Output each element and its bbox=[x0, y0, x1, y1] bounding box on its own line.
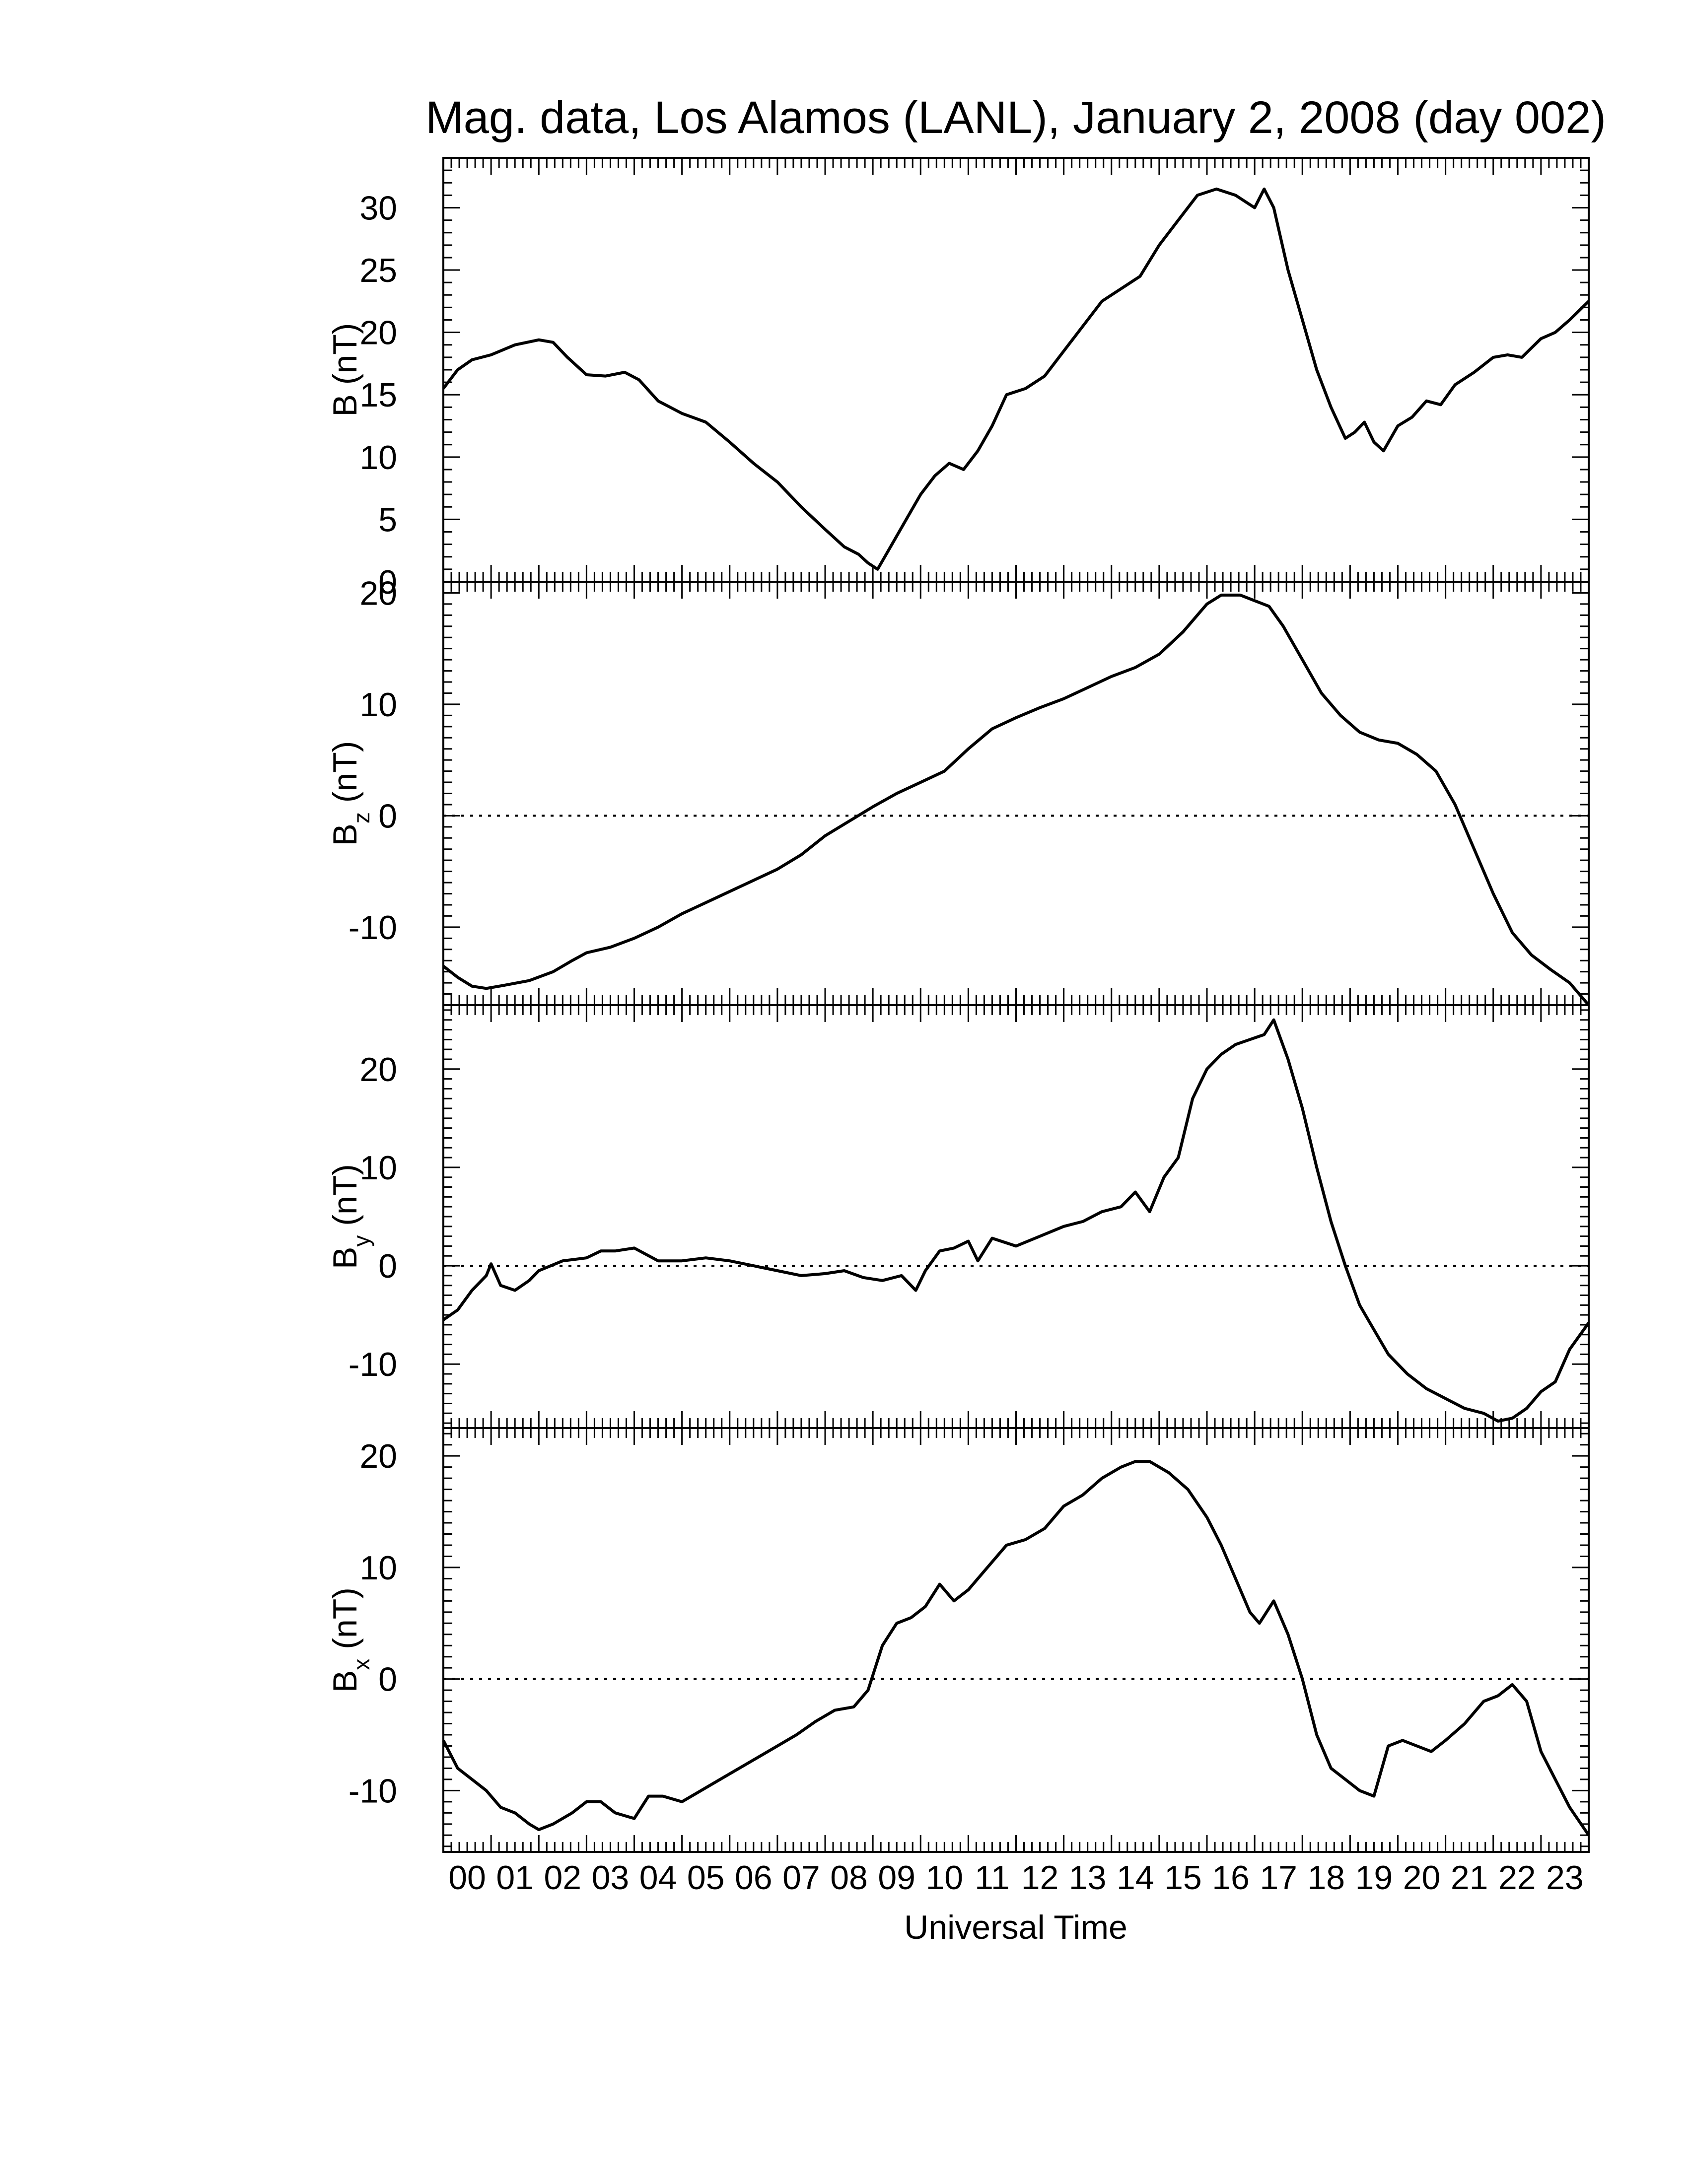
y-tick-label: 0 bbox=[378, 1247, 397, 1285]
x-tick-label: 05 bbox=[687, 1859, 725, 1897]
panel-b: 0 5 10 15 20 25 30 B (nT) bbox=[326, 157, 1590, 601]
x-tick-label: 17 bbox=[1260, 1859, 1297, 1897]
y-tick-label: 0 bbox=[378, 797, 397, 835]
panel-frame bbox=[442, 1004, 1590, 1429]
x-tick-label: 04 bbox=[639, 1859, 677, 1897]
y-axis-label: Bx (nT) bbox=[326, 1587, 374, 1693]
x-tick-label: 03 bbox=[592, 1859, 630, 1897]
x-tick-label: 00 bbox=[448, 1859, 486, 1897]
x-tick-label: 08 bbox=[830, 1859, 868, 1897]
y-tick-label: -10 bbox=[349, 1346, 397, 1383]
y-tick-label: 10 bbox=[359, 1149, 397, 1187]
y-tick-label: 30 bbox=[359, 189, 397, 227]
y-tick-label: -10 bbox=[349, 1772, 397, 1810]
x-tick-label: 23 bbox=[1546, 1859, 1584, 1897]
x-tick-label: 22 bbox=[1498, 1859, 1536, 1897]
x-tick-label: 20 bbox=[1403, 1859, 1441, 1897]
panel-frame bbox=[442, 581, 1590, 1006]
x-axis-label: Universal Time bbox=[904, 1909, 1127, 1946]
x-tick-label: 15 bbox=[1164, 1859, 1202, 1897]
x-tick-label: 21 bbox=[1451, 1859, 1488, 1897]
y-axis-label: By (nT) bbox=[326, 1164, 374, 1269]
panel-by: -10 0 10 20 By (nT) bbox=[326, 1004, 1590, 1429]
x-tick-label: 09 bbox=[878, 1859, 915, 1897]
x-tick-label: 18 bbox=[1307, 1859, 1345, 1897]
series-line-by bbox=[442, 1018, 1590, 1423]
x-tick-label: 12 bbox=[1021, 1859, 1059, 1897]
y-tick-label: 20 bbox=[359, 574, 397, 612]
x-tick-label: 07 bbox=[782, 1859, 820, 1897]
y-axis-label: Bz (nT) bbox=[326, 741, 374, 846]
panel-bx: -10 0 10 20 Bx (nT) bbox=[326, 1427, 1590, 1853]
y-tick-label: 10 bbox=[359, 1549, 397, 1587]
y-tick-label: 20 bbox=[359, 314, 397, 352]
x-tick-label: 13 bbox=[1069, 1859, 1107, 1897]
y-tick-label: 20 bbox=[359, 1051, 397, 1089]
x-tick-labels: 00 01 02 03 04 05 06 07 08 09 10 11 12 13 14 15 16 17 18 19… bbox=[448, 1859, 1584, 1897]
x-tick-label: 06 bbox=[735, 1859, 773, 1897]
x-tick-label: 02 bbox=[544, 1859, 581, 1897]
x-tick-label: 19 bbox=[1355, 1859, 1393, 1897]
y-tick-label: 5 bbox=[378, 501, 397, 539]
y-tick-label: 0 bbox=[378, 563, 397, 601]
panel-stack: 0 5 10 15 20 25 30 B (nT) -10 0 10 20 Bz (nT) -10 0 10 2… bbox=[326, 157, 1590, 1853]
x-tick-label: 14 bbox=[1117, 1859, 1154, 1897]
y-tick-label: 20 bbox=[359, 1437, 397, 1475]
y-tick-label: 25 bbox=[359, 252, 397, 289]
x-tick-label: 11 bbox=[975, 1859, 1010, 1897]
series-line-b bbox=[442, 187, 1590, 571]
x-tick-label: 16 bbox=[1212, 1859, 1250, 1897]
y-tick-label: 0 bbox=[378, 1661, 397, 1699]
y-tick-label: 10 bbox=[359, 439, 397, 477]
panel-bz: -10 0 10 20 Bz (nT) bbox=[326, 574, 1590, 1006]
x-tick-label: 01 bbox=[496, 1859, 534, 1897]
panel-frame bbox=[442, 157, 1590, 583]
x-tick-label: 10 bbox=[925, 1859, 963, 1897]
panel-frame bbox=[442, 1427, 1590, 1853]
y-tick-label: 10 bbox=[359, 686, 397, 724]
y-tick-label: -10 bbox=[349, 909, 397, 947]
series-line-bz bbox=[442, 593, 1590, 1006]
y-tick-label: 15 bbox=[359, 376, 397, 414]
series-line-bx bbox=[442, 1460, 1590, 1836]
y-axis-label: B (nT) bbox=[326, 323, 364, 417]
chart-title: Mag. data, Los Alamos (LANL), January 2,… bbox=[425, 92, 1606, 143]
